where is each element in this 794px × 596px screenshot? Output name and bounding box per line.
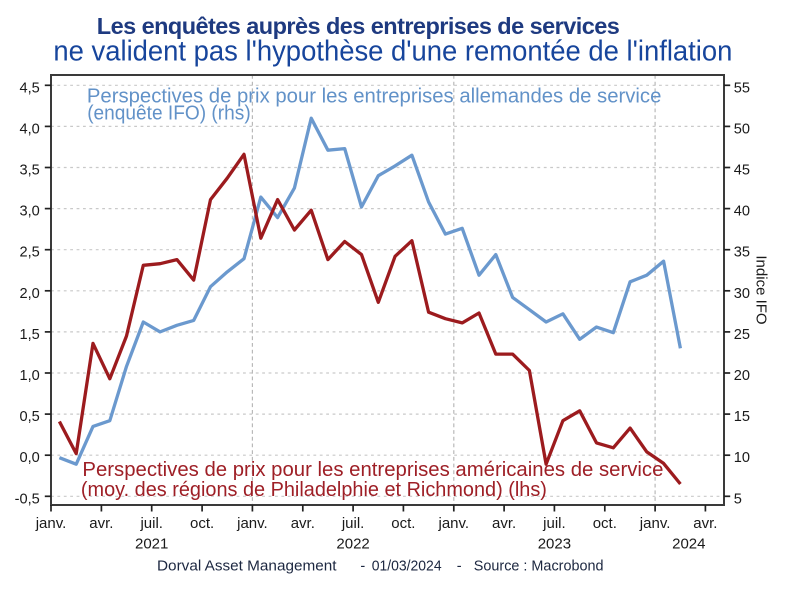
- svg-text:50: 50: [734, 121, 750, 137]
- svg-text:01/03/2024: 01/03/2024: [372, 559, 442, 575]
- svg-text:1,0: 1,0: [20, 368, 40, 384]
- svg-text:-: -: [457, 559, 462, 575]
- svg-text:avr.: avr.: [693, 515, 717, 532]
- svg-text:30: 30: [734, 286, 750, 302]
- svg-text:avr.: avr.: [291, 515, 315, 532]
- svg-text:janv.: janv.: [639, 515, 671, 532]
- svg-text:4,5: 4,5: [20, 80, 40, 96]
- svg-text:20: 20: [734, 368, 750, 384]
- svg-text:2022: 2022: [336, 536, 369, 553]
- svg-text:oct.: oct.: [190, 515, 214, 532]
- svg-text:2,0: 2,0: [20, 286, 40, 302]
- svg-text:oct.: oct.: [593, 515, 617, 532]
- svg-text:0,0: 0,0: [20, 450, 40, 466]
- svg-text:(moy. des régions de Philadelp: (moy. des régions de Philadelphie et Ric…: [81, 479, 547, 501]
- svg-text:2023: 2023: [538, 536, 571, 553]
- svg-text:avr.: avr.: [492, 515, 516, 532]
- svg-text:10: 10: [734, 450, 750, 466]
- svg-text:Les enquêtes auprès des entrep: Les enquêtes auprès des entreprises de s…: [97, 13, 620, 39]
- svg-text:Perspectives de prix pour les: Perspectives de prix pour les entreprise…: [87, 86, 662, 108]
- svg-text:15: 15: [734, 409, 750, 425]
- svg-text:35: 35: [734, 245, 750, 261]
- svg-text:janv.: janv.: [236, 515, 268, 532]
- svg-text:45: 45: [734, 163, 750, 179]
- svg-text:janv.: janv.: [35, 515, 67, 532]
- svg-text:40: 40: [734, 204, 750, 220]
- svg-text:5: 5: [734, 491, 742, 507]
- svg-text:juil.: juil.: [139, 515, 163, 532]
- svg-text:Indice IFO: Indice IFO: [753, 255, 770, 324]
- svg-text:(enquête IFO) (rhs): (enquête IFO) (rhs): [87, 103, 251, 125]
- svg-text:3,5: 3,5: [20, 163, 40, 179]
- svg-text:2,5: 2,5: [20, 245, 40, 261]
- svg-text:55: 55: [734, 80, 750, 96]
- svg-text:Dorval Asset Management: Dorval Asset Management: [157, 559, 337, 575]
- svg-text:Perspectives de prix pour les: Perspectives de prix pour les entreprise…: [82, 459, 663, 481]
- svg-text:2021: 2021: [135, 536, 168, 553]
- svg-text:-0,5: -0,5: [15, 491, 40, 507]
- svg-text:avr.: avr.: [89, 515, 113, 532]
- svg-text:juil.: juil.: [341, 515, 365, 532]
- svg-text:juil.: juil.: [542, 515, 566, 532]
- svg-text:2024: 2024: [672, 536, 705, 553]
- svg-text:3,0: 3,0: [20, 204, 40, 220]
- svg-text:1,5: 1,5: [20, 327, 40, 343]
- svg-text:oct.: oct.: [391, 515, 415, 532]
- svg-text:ne valident pas l'hypothèse d': ne valident pas l'hypothèse d'une remont…: [53, 35, 732, 67]
- svg-text:4,0: 4,0: [20, 121, 40, 137]
- svg-text:janv.: janv.: [438, 515, 470, 532]
- svg-text:25: 25: [734, 327, 750, 343]
- svg-text:Source : Macrobond: Source : Macrobond: [474, 559, 604, 575]
- svg-text:0,5: 0,5: [20, 409, 40, 425]
- svg-text:-: -: [360, 559, 365, 575]
